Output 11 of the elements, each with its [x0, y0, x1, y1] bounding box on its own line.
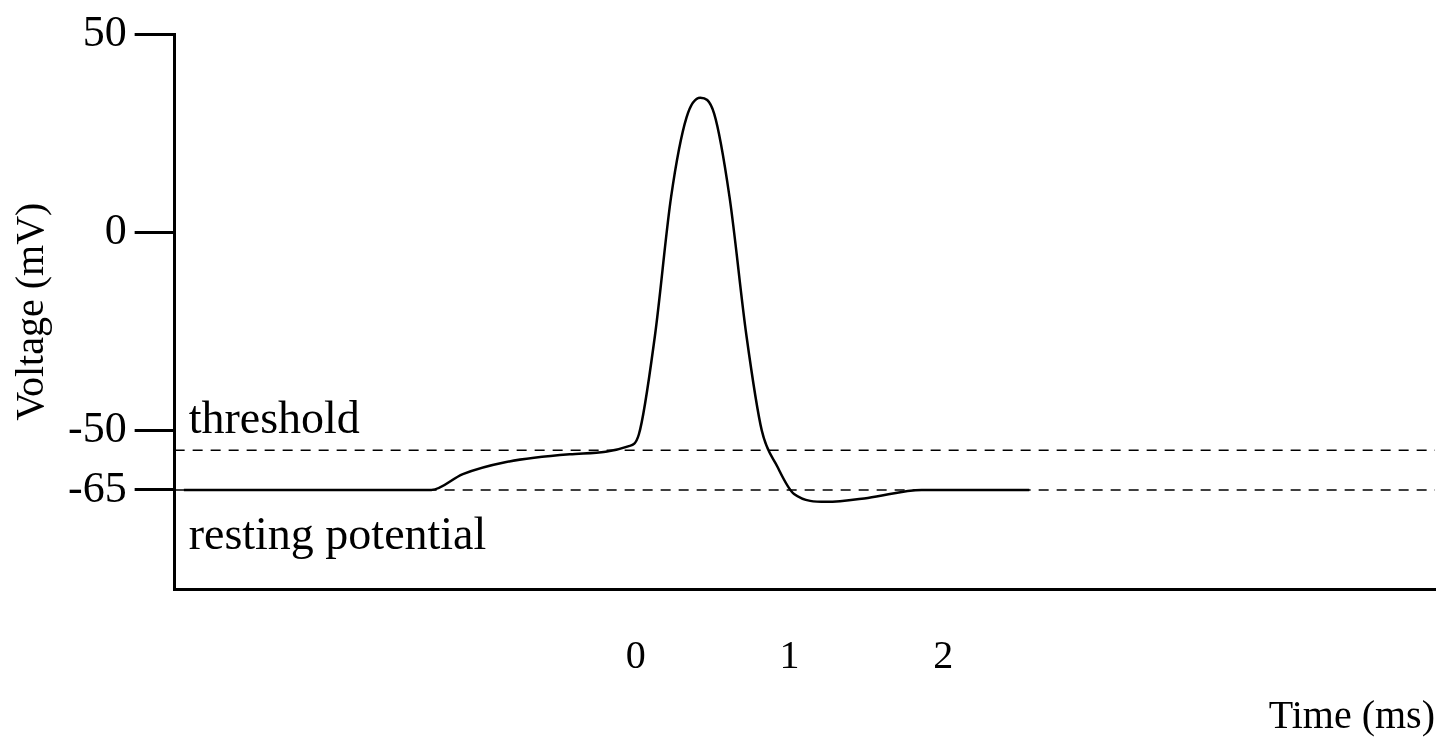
y-axis-title: Voltage (mV): [6, 202, 52, 421]
x-tick-label: 1: [779, 631, 800, 677]
y-tick-label: 50: [82, 6, 127, 56]
ref-line-label: threshold: [188, 392, 360, 444]
y-tick-label: -65: [68, 462, 127, 512]
x-axis-title: Time (ms): [1268, 691, 1435, 737]
x-tick-label: 2: [933, 631, 954, 677]
ref-line-label: resting potential: [188, 508, 487, 560]
x-tick-label: 0: [625, 631, 646, 677]
y-tick-label: 0: [104, 205, 127, 255]
y-tick-label: -50: [68, 403, 127, 453]
